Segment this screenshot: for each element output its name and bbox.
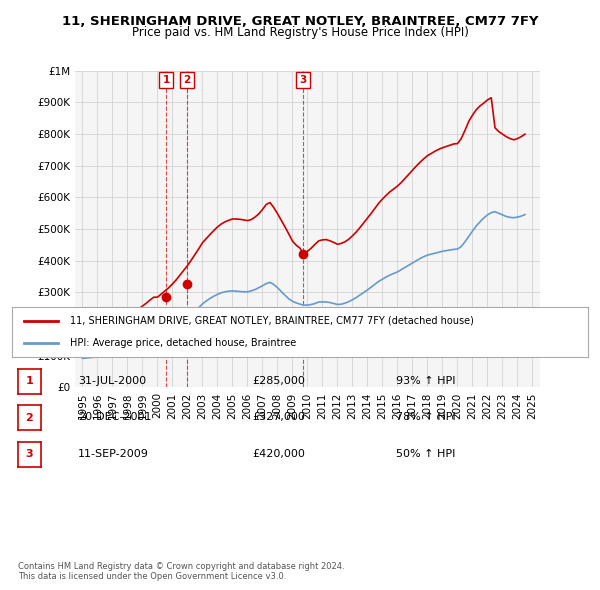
Text: £327,000: £327,000 xyxy=(252,412,305,422)
Text: £420,000: £420,000 xyxy=(252,449,305,458)
Text: HPI: Average price, detached house, Braintree: HPI: Average price, detached house, Brai… xyxy=(70,338,296,348)
Text: 1: 1 xyxy=(163,76,170,86)
Text: 1: 1 xyxy=(26,376,33,386)
Text: 3: 3 xyxy=(26,450,33,459)
Text: 11, SHERINGHAM DRIVE, GREAT NOTLEY, BRAINTREE, CM77 7FY: 11, SHERINGHAM DRIVE, GREAT NOTLEY, BRAI… xyxy=(62,15,538,28)
Text: 93% ↑ HPI: 93% ↑ HPI xyxy=(396,376,455,385)
Text: 2: 2 xyxy=(184,76,191,86)
Text: 50% ↑ HPI: 50% ↑ HPI xyxy=(396,449,455,458)
Text: 3: 3 xyxy=(299,76,307,86)
Text: 78% ↑ HPI: 78% ↑ HPI xyxy=(396,412,455,422)
Text: 20-DEC-2001: 20-DEC-2001 xyxy=(78,412,151,422)
Text: £285,000: £285,000 xyxy=(252,376,305,385)
Text: 11-SEP-2009: 11-SEP-2009 xyxy=(78,449,149,458)
Text: 2: 2 xyxy=(26,413,33,422)
Text: Price paid vs. HM Land Registry's House Price Index (HPI): Price paid vs. HM Land Registry's House … xyxy=(131,26,469,39)
Text: 11, SHERINGHAM DRIVE, GREAT NOTLEY, BRAINTREE, CM77 7FY (detached house): 11, SHERINGHAM DRIVE, GREAT NOTLEY, BRAI… xyxy=(70,316,473,326)
Text: 31-JUL-2000: 31-JUL-2000 xyxy=(78,376,146,385)
Text: Contains HM Land Registry data © Crown copyright and database right 2024.
This d: Contains HM Land Registry data © Crown c… xyxy=(18,562,344,581)
